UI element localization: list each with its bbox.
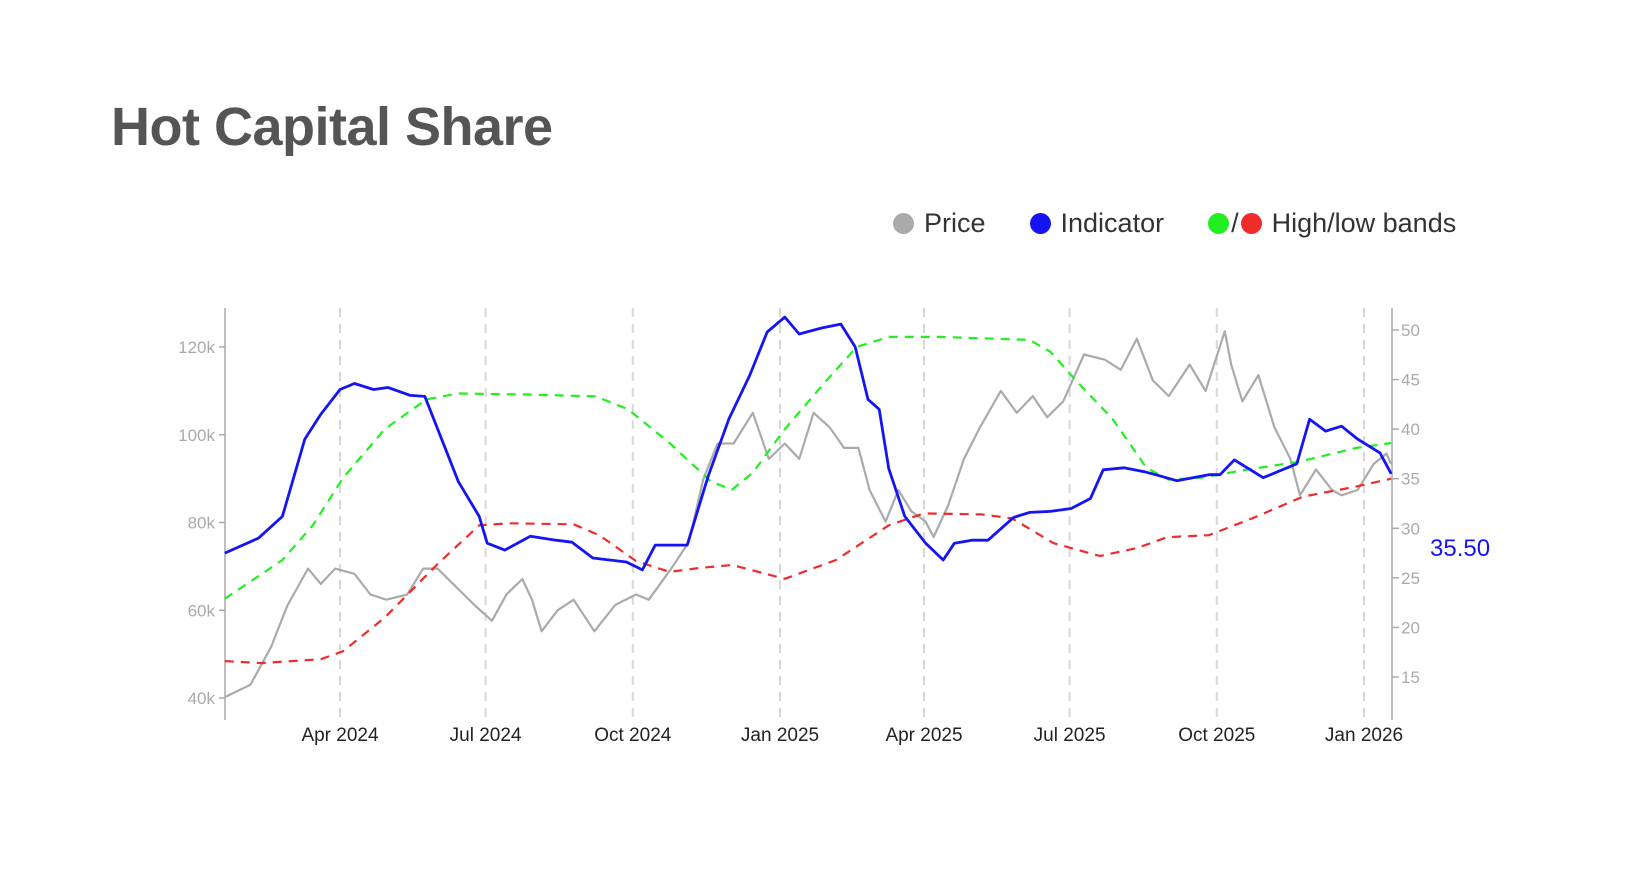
left-tick-label: 60k xyxy=(188,601,216,620)
series-high-band xyxy=(224,335,1392,600)
series-low-band xyxy=(224,477,1392,665)
indicator-dot-icon xyxy=(1029,213,1051,234)
x-tick-label: Jul 2025 xyxy=(1034,725,1106,746)
legend: Price Indicator / High/low bands xyxy=(893,208,1500,239)
legend-label-price: Price xyxy=(924,208,986,238)
legend-item-indicator[interactable]: Indicator xyxy=(1029,208,1165,239)
legend-label-indicator: Indicator xyxy=(1060,208,1165,238)
x-tick-label: Apr 2024 xyxy=(301,725,379,746)
left-tick-label: 80k xyxy=(188,514,216,533)
left-tick-label: 120k xyxy=(178,338,215,357)
left-tick-label: 100k xyxy=(178,426,215,445)
x-tick-label: Apr 2025 xyxy=(885,725,962,746)
x-tick-label: Oct 2024 xyxy=(594,725,672,746)
legend-separator: / xyxy=(1231,208,1239,238)
right-tick-label: 40 xyxy=(1401,420,1420,439)
right-tick-label: 30 xyxy=(1401,519,1420,538)
price-dot-icon xyxy=(893,213,914,234)
right-tick-label: 45 xyxy=(1401,371,1420,390)
x-tick-label: Jul 2024 xyxy=(450,725,522,746)
legend-item-price[interactable]: Price xyxy=(893,208,986,239)
right-tick-label: 15 xyxy=(1401,668,1420,687)
x-tick-label: Oct 2025 xyxy=(1178,725,1255,746)
left-tick-label: 40k xyxy=(188,689,216,708)
legend-label-bands: High/low bands xyxy=(1271,208,1457,238)
x-tick-label: Jan 2025 xyxy=(741,725,819,746)
chart-title: Hot Capital Share xyxy=(111,97,553,157)
right-tick-label: 25 xyxy=(1401,569,1420,588)
high-band-dot-icon xyxy=(1208,213,1230,234)
legend-item-bands[interactable]: / High/low bands xyxy=(1208,208,1456,239)
series-price xyxy=(224,330,1393,699)
right-tick-label: 20 xyxy=(1401,618,1420,637)
low-band-dot-icon xyxy=(1240,213,1262,234)
right-tick-label: 50 xyxy=(1401,321,1420,340)
last-value-label: 35.50 xyxy=(1430,535,1490,562)
right-tick-label: 35 xyxy=(1401,470,1420,489)
x-tick-label: Jan 2026 xyxy=(1325,725,1403,746)
series-indicator xyxy=(224,315,1393,572)
